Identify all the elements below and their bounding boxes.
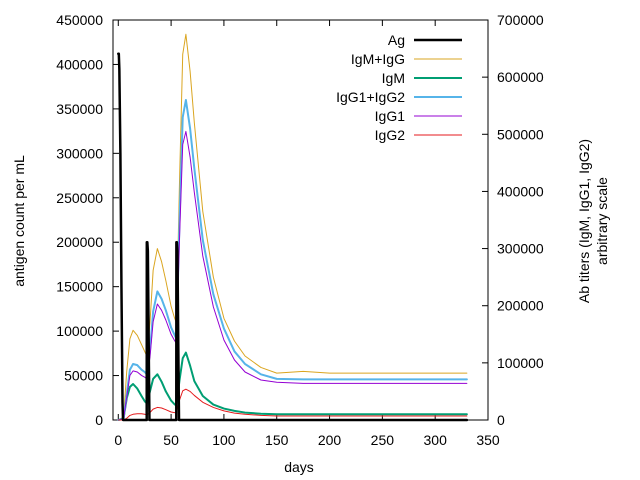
series-line-igg2 <box>117 388 468 421</box>
y2-tick-label: 0 <box>497 412 505 428</box>
legend-label: IgG1 <box>375 108 406 124</box>
series-group <box>117 33 469 422</box>
y-axis-title: antigen count per mL <box>11 155 27 287</box>
legend-label: IgG2 <box>375 127 406 143</box>
x-tick-label: 200 <box>318 432 342 448</box>
y2-tick-label: 200000 <box>497 298 544 314</box>
series-line-ag <box>117 52 469 422</box>
plot-frame <box>112 19 489 421</box>
y2-tick-label: 100000 <box>497 355 544 371</box>
y2-tick-label: 700000 <box>497 12 544 28</box>
y-tick-label: 450000 <box>56 12 103 28</box>
x-tick-label: 150 <box>265 432 289 448</box>
series-line-igm-igg <box>117 33 468 421</box>
y-tick-label: 250000 <box>56 190 103 206</box>
y2-tick-label: 500000 <box>497 126 544 142</box>
x-axis-title: days <box>284 459 314 475</box>
y2-axis-ticks: 0 100000 200000 300000 400000 500000 600000 700… <box>482 12 544 428</box>
x-tick-label: 250 <box>371 432 395 448</box>
x-tick-label: 300 <box>424 432 448 448</box>
y2-tick-label: 400000 <box>497 183 544 199</box>
legend-label: IgM+IgG <box>351 51 405 67</box>
y2-axis-title-line2: arbitrary scale <box>594 177 610 265</box>
x-tick-label: 0 <box>114 432 122 448</box>
x-tick-label: 100 <box>212 432 236 448</box>
legend: Ag IgM+IgG IgM IgG1+IgG2 IgG1 IgG2 <box>336 32 462 143</box>
y-tick-label: 350000 <box>56 101 103 117</box>
y-tick-label: 100000 <box>56 323 103 339</box>
legend-label: IgG1+IgG2 <box>336 89 405 105</box>
y-axis-ticks: 0 50000 100000 150000 200000 250000 300000 3500… <box>56 12 119 428</box>
plot-area-border <box>112 19 489 421</box>
series-line-igm <box>117 351 468 421</box>
x-axis-ticks: 0 50 100 150 200 250 300 350 <box>114 20 500 448</box>
y2-axis-title-line1: Ab titers (IgM, IgG1, IgG2) <box>576 139 592 303</box>
y-tick-label: 200000 <box>56 234 103 250</box>
legend-label: Ag <box>388 32 405 48</box>
y-tick-label: 150000 <box>56 279 103 295</box>
x-tick-label: 350 <box>476 432 500 448</box>
y-tick-label: 400000 <box>56 56 103 72</box>
y-tick-label: 50000 <box>64 368 103 384</box>
y2-tick-label: 300000 <box>497 241 544 257</box>
y-tick-label: 300000 <box>56 145 103 161</box>
y2-tick-label: 600000 <box>497 69 544 85</box>
y-tick-label: 0 <box>95 412 103 428</box>
x-tick-label: 50 <box>163 432 179 448</box>
legend-label: IgM <box>382 70 405 86</box>
series-line-igg1 <box>117 130 468 421</box>
